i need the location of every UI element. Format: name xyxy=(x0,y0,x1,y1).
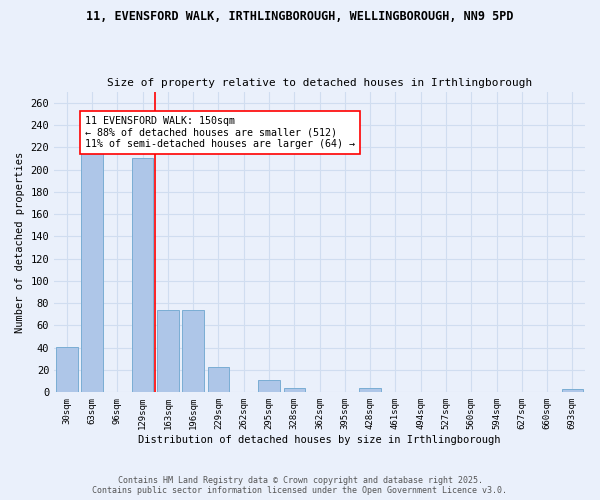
Bar xyxy=(82,152,103,392)
X-axis label: Distribution of detached houses by size in Irthlingborough: Distribution of detached houses by size … xyxy=(139,435,501,445)
Title: Size of property relative to detached houses in Irthlingborough: Size of property relative to detached ho… xyxy=(107,78,532,88)
Bar xyxy=(359,388,381,392)
Bar xyxy=(157,310,179,392)
Text: 11 EVENSFORD WALK: 150sqm
← 88% of detached houses are smaller (512)
11% of semi: 11 EVENSFORD WALK: 150sqm ← 88% of detac… xyxy=(85,116,355,150)
Text: 11, EVENSFORD WALK, IRTHLINGBOROUGH, WELLINGBOROUGH, NN9 5PD: 11, EVENSFORD WALK, IRTHLINGBOROUGH, WEL… xyxy=(86,10,514,23)
Bar xyxy=(258,380,280,392)
Bar xyxy=(562,389,583,392)
Bar xyxy=(208,366,229,392)
Bar xyxy=(56,346,77,393)
Text: Contains HM Land Registry data © Crown copyright and database right 2025.
Contai: Contains HM Land Registry data © Crown c… xyxy=(92,476,508,495)
Bar xyxy=(182,310,204,392)
Y-axis label: Number of detached properties: Number of detached properties xyxy=(15,152,25,332)
Bar xyxy=(284,388,305,392)
Bar xyxy=(132,158,154,392)
